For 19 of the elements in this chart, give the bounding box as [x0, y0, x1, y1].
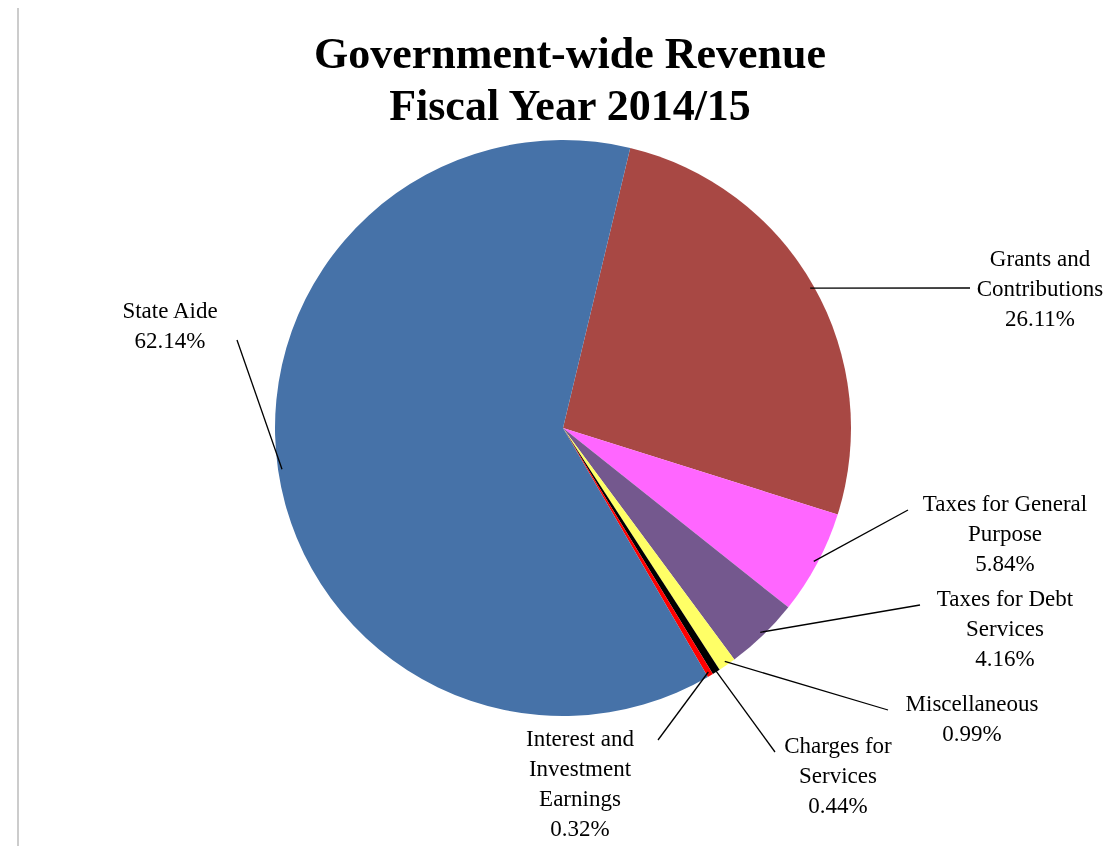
data-label: 0.32%: [550, 816, 610, 841]
slice-label: Miscellaneous: [905, 691, 1039, 716]
chart-title: Government-wide Revenue Fiscal Year 2014/15: [313, 29, 827, 130]
slice-label: Taxes for Debt Services: [936, 586, 1074, 641]
data-label: 0.44%: [808, 793, 868, 818]
data-label: 26.11%: [1004, 306, 1076, 331]
slice-label: Charges for Services: [784, 733, 893, 788]
slice-label: Interest and Investment Earnings: [526, 726, 635, 811]
pie-slice: [563, 428, 789, 660]
slice-label: Taxes for General Purpose: [922, 491, 1088, 546]
pie-slice: [275, 140, 708, 716]
slice-label: State Aide: [122, 298, 218, 323]
data-label: 4.16%: [975, 646, 1035, 671]
slice-label: Grants and Contributions: [976, 246, 1104, 301]
data-label: 0.99%: [942, 721, 1002, 746]
data-label: 5.84%: [975, 551, 1035, 576]
pie-slice: [563, 428, 838, 608]
data-label: 62.14%: [134, 328, 206, 353]
pie-slice: [563, 147, 851, 515]
